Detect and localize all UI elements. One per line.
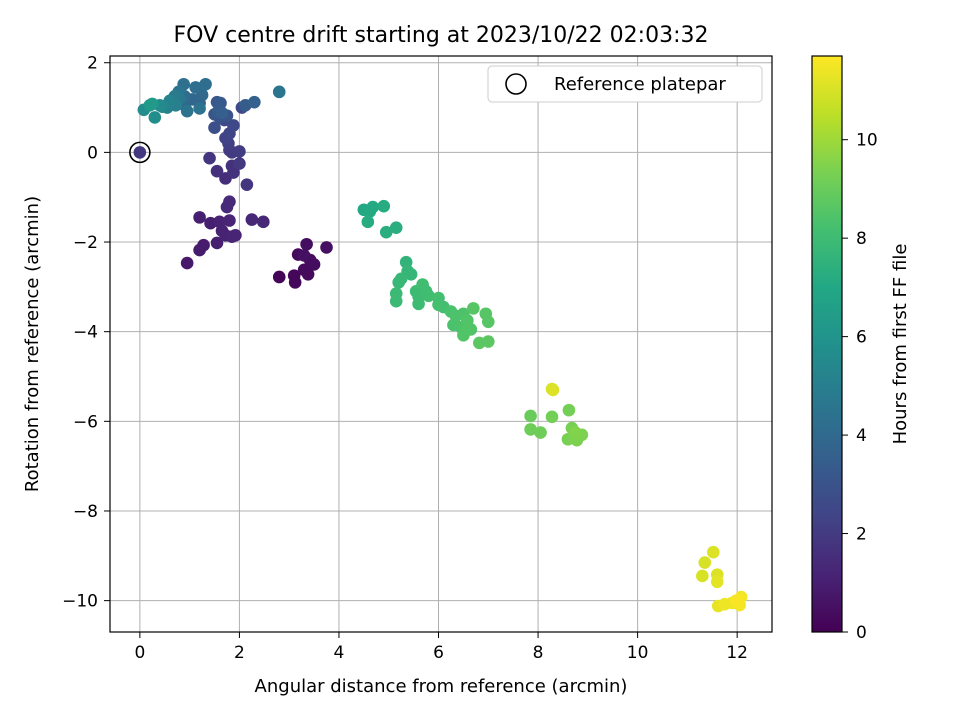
legend-marker-icon (505, 73, 527, 95)
data-points (137, 77, 748, 613)
data-point (189, 81, 202, 94)
data-point (199, 77, 212, 91)
data-point (392, 276, 405, 289)
data-point (300, 237, 313, 251)
colorbar-ticks: 0 2 4 6 8 10 (842, 131, 878, 643)
y-tick-label: −4 (73, 323, 98, 343)
legend-box (487, 65, 763, 103)
data-point (301, 267, 315, 281)
data-point (257, 215, 270, 229)
y-tick-label: −8 (73, 502, 98, 522)
data-point (404, 267, 418, 281)
x-tick-label: 2 (234, 643, 245, 663)
data-point (377, 199, 391, 213)
y-axis-label: Rotation from reference (arcmin) (22, 196, 43, 492)
y-tick-label: −10 (62, 592, 98, 612)
x-tick-label: 8 (533, 643, 544, 663)
data-point (223, 195, 236, 208)
data-point (389, 221, 403, 234)
data-point (146, 97, 159, 111)
data-point (240, 178, 254, 191)
chart-title: FOV centre drift starting at 2023/10/22 … (174, 23, 709, 48)
data-point (272, 85, 286, 99)
data-point (481, 315, 495, 329)
data-point (562, 403, 576, 417)
data-point (422, 289, 435, 303)
data-point (363, 205, 377, 218)
data-point (233, 145, 246, 158)
data-point (297, 249, 311, 262)
data-point (710, 575, 724, 589)
data-point (233, 157, 246, 170)
x-axis-ticks: 0 2 4 6 8 10 12 (134, 632, 748, 663)
data-point (229, 228, 242, 242)
grid-lines (110, 56, 772, 632)
data-point (180, 256, 194, 270)
data-point (272, 270, 286, 284)
data-point (320, 241, 333, 254)
y-tick-label: −6 (73, 412, 98, 432)
legend: Reference platepar (487, 65, 763, 103)
legend-label: Reference platepar (554, 74, 726, 95)
data-point (467, 302, 480, 315)
data-point (569, 426, 582, 439)
y-tick-label: 2 (87, 54, 98, 74)
data-point (524, 423, 537, 436)
colorbar-tick-label: 4 (856, 426, 867, 446)
y-tick-label: −2 (73, 233, 98, 253)
data-point (545, 410, 559, 424)
colorbar-tick-label: 6 (856, 328, 867, 348)
colorbar-tick-label: 0 (856, 623, 867, 643)
data-point (193, 102, 206, 115)
x-tick-label: 0 (134, 643, 145, 663)
reference-point-marker (129, 141, 151, 164)
x-tick-label: 10 (627, 643, 649, 663)
data-point (248, 95, 261, 109)
x-tick-label: 4 (334, 643, 345, 663)
plot-frame (109, 55, 773, 633)
data-point (245, 213, 259, 226)
data-point (197, 238, 210, 252)
data-point (379, 225, 393, 239)
data-point (481, 335, 495, 348)
data-point (193, 211, 206, 224)
data-point (534, 426, 547, 439)
data-point (223, 214, 236, 227)
data-point (546, 383, 560, 397)
y-tick-label: 0 (87, 143, 98, 163)
data-point (307, 258, 321, 271)
data-point (706, 545, 720, 559)
reference-point-fill (133, 146, 147, 159)
colorbar-tick-label: 10 (856, 131, 878, 151)
colorbar-tick-label: 2 (856, 525, 867, 545)
data-point (524, 409, 537, 423)
data-point (208, 121, 221, 135)
data-point (215, 106, 229, 120)
colorbar: 0 2 4 6 8 10 Hours from first FF file (811, 55, 911, 643)
data-point (361, 215, 375, 229)
data-point (210, 164, 224, 178)
x-tick-label: 12 (726, 643, 748, 663)
data-point (389, 294, 403, 308)
data-point (698, 556, 712, 569)
data-point (729, 594, 743, 607)
data-point (210, 236, 224, 250)
x-axis-label: Angular distance from reference (arcmin) (255, 676, 628, 697)
reference-marker-layer (129, 141, 151, 164)
y-axis-ticks: 2 0 −2 −4 −6 −8 −10 (62, 54, 110, 612)
data-point (696, 569, 709, 583)
data-point (288, 276, 302, 289)
data-point (412, 297, 425, 311)
data-point (180, 104, 194, 118)
data-point (203, 151, 216, 165)
colorbar-tick-label: 8 (856, 229, 867, 249)
data-point (459, 324, 473, 338)
x-tick-label: 6 (433, 643, 444, 663)
colorbar-label: Hours from first FF file (890, 244, 911, 445)
colorbar-gradient (811, 55, 843, 633)
data-point (148, 111, 162, 124)
